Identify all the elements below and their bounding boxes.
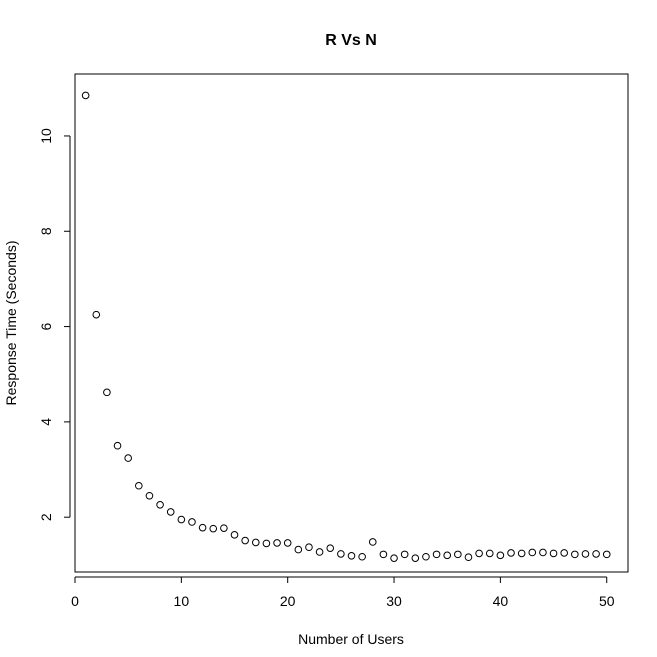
x-axis: 0 10 20 30 40 50 — [71, 576, 615, 609]
data-point — [81, 91, 90, 100]
data-point — [517, 549, 526, 558]
data-point — [230, 531, 239, 539]
data-point — [432, 550, 441, 559]
data-point — [464, 553, 473, 562]
data-point — [454, 550, 462, 559]
y-tick-label: 2 — [38, 513, 54, 521]
data-point — [156, 501, 164, 509]
data-point — [294, 545, 303, 554]
data-point — [262, 539, 271, 548]
data-points — [81, 91, 611, 562]
data-point — [209, 524, 218, 533]
data-point — [443, 551, 452, 560]
data-point — [358, 552, 366, 561]
data-point — [177, 515, 186, 524]
data-point — [539, 548, 547, 557]
data-point — [337, 550, 345, 558]
y-tick-label: 4 — [38, 418, 54, 426]
data-point — [113, 441, 122, 450]
data-point — [241, 536, 249, 545]
data-point — [283, 539, 292, 547]
data-point — [92, 310, 101, 319]
data-point — [315, 548, 324, 556]
data-point — [368, 538, 377, 546]
y-tick-label: 8 — [38, 227, 54, 235]
data-point — [400, 550, 409, 559]
data-point — [507, 549, 515, 557]
data-point — [145, 491, 154, 500]
data-point — [528, 548, 537, 557]
data-point — [305, 543, 313, 552]
data-point — [592, 550, 600, 558]
data-point — [220, 524, 228, 532]
data-point — [251, 538, 260, 547]
data-point — [390, 554, 398, 562]
data-point — [496, 551, 505, 560]
data-point — [560, 549, 568, 557]
data-point — [135, 481, 143, 490]
x-axis-label: Number of Users — [298, 631, 404, 647]
data-point — [326, 544, 335, 552]
x-tick-label: 10 — [174, 593, 190, 609]
data-point — [422, 552, 430, 561]
data-point — [166, 508, 175, 516]
data-point — [188, 518, 196, 526]
data-point — [549, 549, 558, 558]
y-tick-label: 6 — [38, 322, 54, 330]
data-point — [581, 550, 590, 558]
y-axis-label: Response Time (Seconds) — [3, 241, 19, 406]
plot-frame — [74, 73, 629, 573]
data-point — [411, 554, 420, 562]
data-point — [198, 523, 207, 532]
data-point — [103, 388, 111, 397]
x-tick-label: 0 — [71, 593, 79, 609]
data-point — [571, 550, 579, 559]
data-point — [124, 454, 132, 462]
data-point — [475, 549, 483, 558]
y-axis: 2 4 6 8 10 — [38, 128, 71, 521]
data-point — [602, 550, 611, 559]
chart-title: R Vs N — [325, 32, 377, 49]
x-tick-label: 40 — [493, 593, 509, 609]
x-tick-label: 30 — [386, 593, 402, 609]
x-tick-label: 20 — [280, 593, 296, 609]
data-point — [273, 539, 281, 547]
y-tick-label: 10 — [38, 128, 54, 144]
x-tick-label: 50 — [599, 593, 615, 609]
data-point — [379, 550, 388, 559]
data-point — [485, 549, 494, 558]
data-point — [347, 551, 356, 560]
